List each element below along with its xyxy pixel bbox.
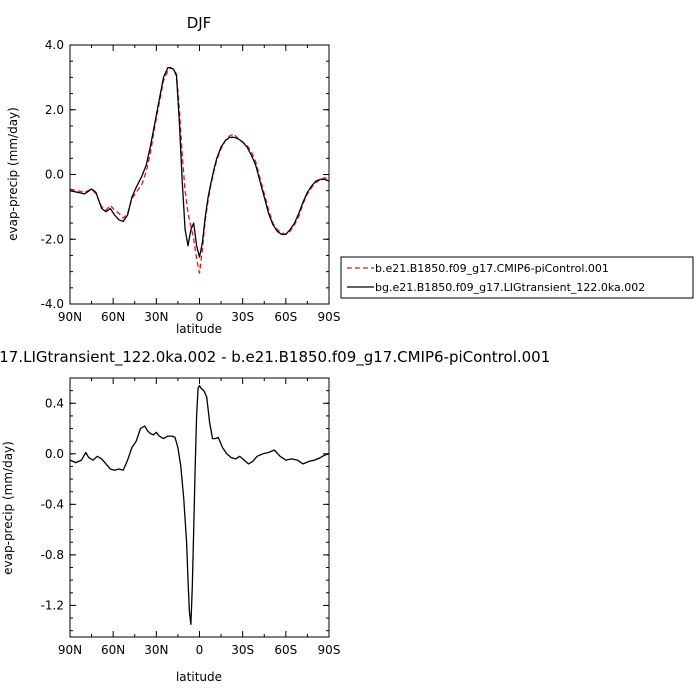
x-tick-label: 30S: [231, 643, 254, 657]
x-tick-label: 30S: [231, 310, 254, 324]
top-panel: DJF 90N 60N 30N 0 30S 60S 90S 4.0 2.0 0.0 -2.0 -4.0…: [6, 14, 340, 336]
legend: b.e21.B1850.f09_g17.CMIP6-piControl.001 …: [340, 256, 694, 299]
x-tick-label: 60S: [274, 310, 297, 324]
top-panel-frame: [69, 44, 330, 305]
x-tick-label: 30N: [144, 310, 168, 324]
series-line-1-0: [69, 384, 330, 626]
x-tick-label: 90S: [318, 310, 341, 324]
y-tick-label: -1.2: [41, 598, 64, 612]
bottom-panel-x-axis-title: latitude: [176, 670, 222, 684]
y-tick-label: 0.0: [45, 447, 64, 461]
y-tick-label: -2.0: [41, 232, 64, 246]
series-line-0-0: [69, 67, 330, 274]
x-tick-label: 90S: [318, 643, 341, 657]
legend-label-lig: bg.e21.B1850.f09_g17.LIGtransient_122.0k…: [375, 281, 645, 294]
series-line-0-1: [69, 67, 330, 258]
bottom-panel-plot-area: 90N 60N 30N 0 30S 60S 90S 0.4 0.0 -0.4 -0.8 -1.2: [41, 377, 341, 657]
x-tick-label: 60N: [101, 310, 125, 324]
x-tick-label: 60N: [101, 643, 125, 657]
x-tick-label: 60S: [274, 643, 297, 657]
y-tick-label: 2.0: [45, 103, 64, 117]
y-tick-label: -0.8: [41, 548, 64, 562]
y-tick-label: 0.4: [45, 396, 64, 410]
y-tick-label: -0.4: [41, 497, 64, 511]
top-panel-x-axis-title: latitude: [176, 322, 222, 336]
x-tick-label: 0: [196, 643, 204, 657]
x-tick-label: 90N: [58, 643, 82, 657]
legend-label-control: b.e21.B1850.f09_g17.CMIP6-piControl.001: [375, 262, 609, 275]
top-panel-plot-area: 90N 60N 30N 0 30S 60S 90S 4.0 2.0 0.0 -2.0 -4.0: [41, 38, 341, 324]
x-tick-label: 90N: [58, 310, 82, 324]
top-panel-y-axis-title: evap-precip (mm/day): [6, 107, 20, 241]
top-panel-title: DJF: [187, 14, 212, 32]
y-tick-label: 0.0: [45, 168, 64, 182]
x-tick-label: 30N: [144, 643, 168, 657]
bottom-panel-title: bg.e21.B1850.f09_g17.LIGtransient_122.0k…: [0, 348, 550, 367]
y-tick-label: -4.0: [41, 297, 64, 311]
bottom-panel-y-axis-title: evap-precip (mm/day): [1, 441, 15, 575]
legend-box: [340, 256, 694, 299]
bottom-panel: bg.e21.B1850.f09_g17.LIGtransient_122.0k…: [0, 348, 550, 684]
y-tick-label: 4.0: [45, 38, 64, 52]
x-tick-label: 0: [196, 310, 204, 324]
bottom-panel-frame: [69, 377, 330, 638]
